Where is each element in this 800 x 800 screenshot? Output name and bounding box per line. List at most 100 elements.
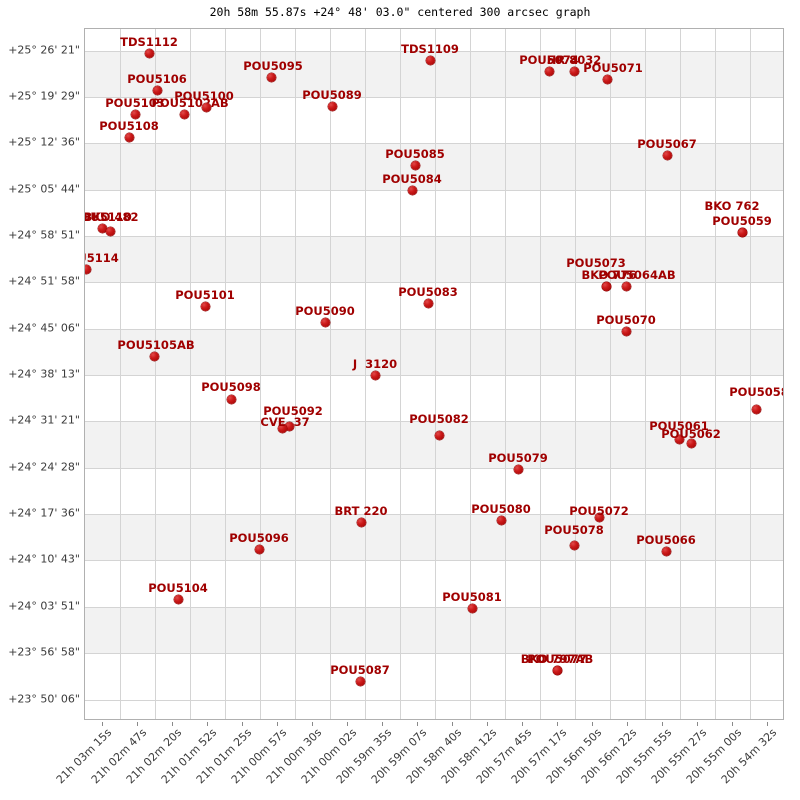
- star-marker[interactable]: [320, 317, 330, 327]
- y-tick-label: +24° 10' 43": [8, 552, 80, 566]
- star-marker[interactable]: [356, 517, 366, 527]
- gridline-vertical: [400, 29, 401, 719]
- star-marker[interactable]: [144, 48, 154, 58]
- star-marker[interactable]: [621, 281, 631, 291]
- star-marker[interactable]: [434, 430, 444, 440]
- x-tick-mark: [382, 722, 383, 726]
- star-marker[interactable]: [200, 301, 210, 311]
- star-marker[interactable]: [149, 351, 159, 361]
- star-marker[interactable]: [467, 603, 477, 613]
- x-tick-mark: [207, 722, 208, 726]
- x-tick-mark: [767, 722, 768, 726]
- star-marker[interactable]: [130, 109, 140, 119]
- x-tick-mark: [697, 722, 698, 726]
- gridline-vertical: [645, 29, 646, 719]
- star-marker[interactable]: [173, 594, 183, 604]
- star-marker[interactable]: [85, 264, 91, 274]
- x-tick-mark: [172, 722, 173, 726]
- gridline-vertical: [120, 29, 121, 719]
- star-marker[interactable]: [661, 546, 671, 556]
- star-label: POU5087: [330, 663, 390, 677]
- gridline-vertical: [260, 29, 261, 719]
- star-label: BKO 482: [84, 210, 139, 224]
- x-tick-mark: [347, 722, 348, 726]
- star-marker[interactable]: [621, 326, 631, 336]
- grid-band: [85, 235, 783, 283]
- star-marker[interactable]: [737, 227, 747, 237]
- star-marker[interactable]: [124, 132, 134, 142]
- gridline-horizontal: [85, 514, 783, 516]
- star-marker[interactable]: [105, 226, 115, 236]
- gridline-horizontal: [85, 375, 783, 376]
- star-label: POU5058: [729, 385, 784, 399]
- star-marker[interactable]: [496, 515, 506, 525]
- gridline-horizontal: [85, 328, 783, 330]
- gridline-horizontal: [85, 189, 783, 191]
- y-tick-label: +24° 03' 51": [8, 599, 80, 613]
- star-marker[interactable]: [284, 421, 294, 431]
- y-tick-label: +25° 05' 44": [8, 182, 80, 196]
- y-tick-label: +25° 26' 21": [8, 43, 80, 56]
- gridline-vertical: [750, 29, 751, 719]
- star-marker[interactable]: [226, 394, 236, 404]
- y-tick-label: +25° 19' 29": [8, 89, 80, 103]
- gridline-horizontal: [85, 421, 783, 423]
- star-marker[interactable]: [662, 150, 672, 160]
- x-tick-mark: [557, 722, 558, 726]
- x-axis: 21h 03m 15s 21h 02m 47s 21h 02m 20s 21h 01m…: [54, 722, 784, 800]
- gridline-horizontal: [85, 606, 783, 608]
- star-marker[interactable]: [569, 540, 579, 550]
- y-tick-label: +24° 38' 13": [8, 367, 80, 381]
- star-marker[interactable]: [355, 676, 365, 686]
- star-marker[interactable]: [674, 434, 684, 444]
- x-tick-mark: [592, 722, 593, 726]
- gridline-vertical: [680, 29, 681, 719]
- x-tick-mark: [627, 722, 628, 726]
- star-label: TDS1112: [120, 35, 178, 49]
- star-marker[interactable]: [601, 281, 611, 291]
- star-marker[interactable]: [544, 66, 554, 76]
- x-tick-mark: [522, 722, 523, 726]
- star-marker[interactable]: [751, 404, 761, 414]
- star-marker[interactable]: [552, 665, 562, 675]
- star-marker[interactable]: [602, 74, 612, 84]
- star-marker[interactable]: [266, 72, 276, 82]
- gridline-vertical: [715, 29, 716, 719]
- y-axis: +25° 26' 21" +25° 19' 29" +25° 12' 36" +25°…: [0, 28, 80, 720]
- gridline-vertical: [505, 29, 506, 719]
- star-label: POU5059: [712, 214, 772, 228]
- star-marker[interactable]: [179, 109, 189, 119]
- star-marker[interactable]: [569, 66, 579, 76]
- star-marker[interactable]: [425, 55, 435, 65]
- y-tick-label: +24° 58' 51": [8, 228, 80, 242]
- gridline-horizontal: [85, 560, 783, 562]
- star-marker[interactable]: [423, 298, 433, 308]
- star-label: POU5104: [148, 581, 208, 595]
- gridline-vertical: [225, 29, 226, 719]
- star-marker[interactable]: [201, 102, 211, 112]
- star-marker[interactable]: [513, 464, 523, 474]
- x-tick-mark: [662, 722, 663, 726]
- x-tick-mark: [417, 722, 418, 726]
- star-marker[interactable]: [327, 101, 337, 111]
- star-marker[interactable]: [686, 438, 696, 448]
- y-tick-label: +24° 24' 28": [8, 460, 80, 474]
- y-tick-label: +24° 45' 06": [8, 321, 80, 335]
- y-tick-label: +24° 17' 36": [8, 506, 80, 520]
- star-marker[interactable]: [410, 160, 420, 170]
- grid-band: [85, 421, 783, 468]
- star-marker[interactable]: [277, 423, 287, 433]
- plot-area[interactable]: TDS1112 POU5106 POU5103 POU5102AB POU5100 POU…: [84, 28, 784, 720]
- gridline-vertical: [610, 29, 611, 719]
- gridline-horizontal: [85, 50, 783, 52]
- x-tick-mark: [312, 722, 313, 726]
- star-marker[interactable]: [152, 85, 162, 95]
- star-marker[interactable]: [97, 223, 107, 233]
- star-label: POU5077: [527, 652, 587, 666]
- star-marker[interactable]: [254, 544, 264, 554]
- star-marker[interactable]: [407, 185, 417, 195]
- x-tick-mark: [487, 722, 488, 726]
- star-marker[interactable]: [594, 512, 604, 522]
- star-marker[interactable]: [370, 370, 380, 380]
